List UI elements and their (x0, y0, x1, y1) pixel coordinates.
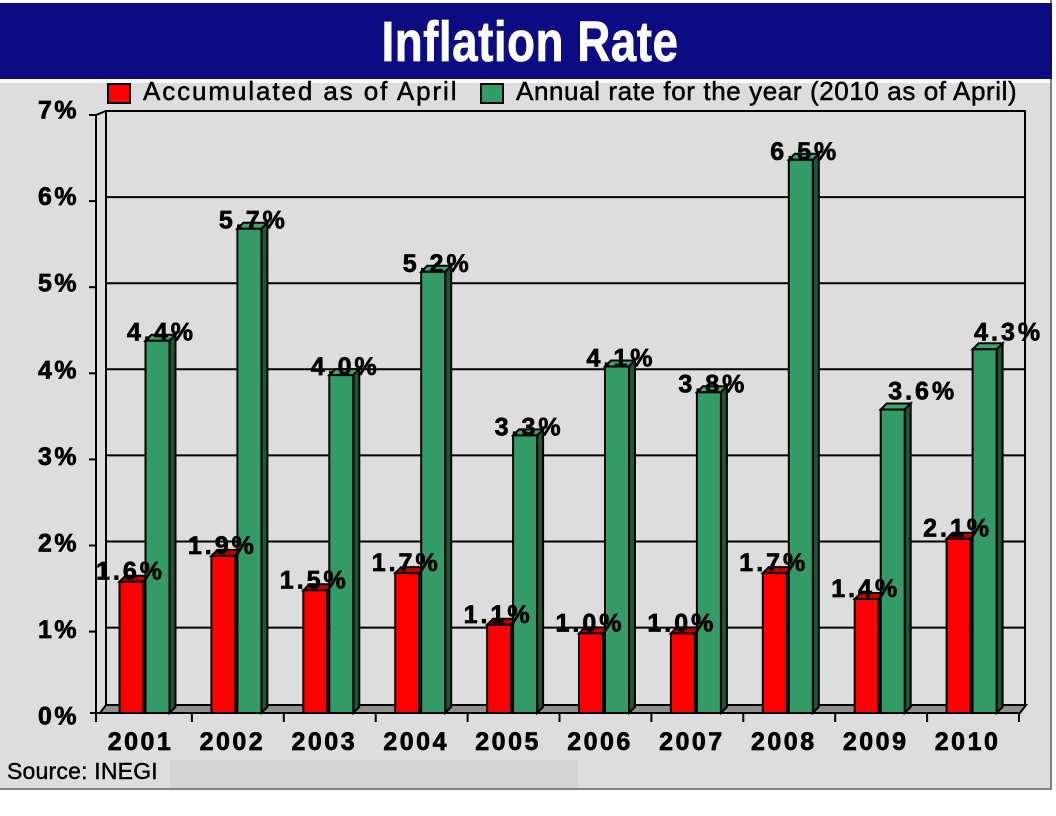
svg-text:2%: 2% (38, 530, 79, 558)
svg-text:2.1%: 2.1% (923, 515, 992, 543)
svg-text:2004: 2004 (383, 728, 449, 756)
svg-text:1.0%: 1.0% (647, 609, 716, 637)
svg-text:5%: 5% (38, 270, 79, 298)
svg-text:3%: 3% (38, 443, 79, 471)
svg-text:2002: 2002 (200, 728, 266, 756)
svg-text:6.5%: 6.5% (770, 138, 839, 166)
svg-text:1.7%: 1.7% (739, 549, 808, 577)
svg-text:2010: 2010 (935, 728, 1001, 756)
svg-text:2003: 2003 (291, 728, 357, 756)
svg-text:1.4%: 1.4% (831, 575, 900, 603)
svg-text:2007: 2007 (659, 728, 725, 756)
svg-text:4.1%: 4.1% (587, 345, 656, 373)
svg-text:3.6%: 3.6% (888, 378, 957, 406)
svg-text:1.0%: 1.0% (556, 609, 625, 637)
svg-text:3.3%: 3.3% (495, 413, 564, 441)
svg-text:4.4%: 4.4% (127, 319, 196, 347)
svg-text:2006: 2006 (567, 728, 633, 756)
svg-text:1.1%: 1.1% (464, 601, 533, 629)
svg-text:1.7%: 1.7% (372, 549, 441, 577)
svg-text:4%: 4% (38, 356, 79, 384)
svg-text:4.0%: 4.0% (311, 353, 380, 381)
svg-text:1%: 1% (38, 616, 79, 644)
svg-text:6%: 6% (38, 183, 79, 211)
svg-text:7%: 7% (38, 97, 79, 125)
svg-text:2009: 2009 (843, 728, 909, 756)
svg-text:3.8%: 3.8% (678, 370, 747, 398)
svg-text:4.3%: 4.3% (974, 318, 1043, 346)
svg-text:5.7%: 5.7% (219, 207, 288, 235)
svg-text:0%: 0% (38, 703, 79, 731)
svg-text:2008: 2008 (751, 728, 817, 756)
svg-text:1.6%: 1.6% (96, 558, 165, 586)
svg-text:1.9%: 1.9% (188, 532, 257, 560)
svg-text:2001: 2001 (108, 728, 174, 756)
svg-text:1.5%: 1.5% (280, 566, 349, 594)
svg-text:5.2%: 5.2% (403, 250, 472, 278)
svg-text:2005: 2005 (475, 728, 541, 756)
